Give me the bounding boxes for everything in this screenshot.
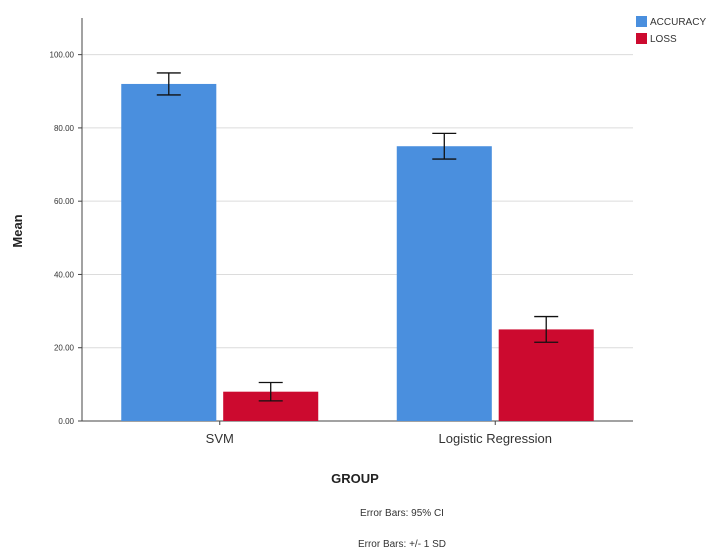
x-tick-labels: SVM Logistic Regression	[206, 431, 552, 446]
x-tick-label: Logistic Regression	[439, 431, 552, 446]
x-axis-title: GROUP	[331, 471, 379, 486]
x-tick-label: SVM	[206, 431, 234, 446]
legend: ACCURACY LOSS	[636, 16, 706, 45]
legend-swatch-loss	[636, 33, 647, 44]
legend-label-loss: LOSS	[650, 34, 677, 45]
y-tick-label: 40.00	[54, 270, 75, 279]
y-tick-label: 20.00	[54, 344, 75, 353]
y-tick-label: 0.00	[58, 417, 74, 426]
y-axis-title: Mean	[10, 214, 25, 247]
footnote-error-bars-sd: Error Bars: +/- 1 SD	[357, 539, 447, 550]
y-tick-label: 80.00	[54, 124, 75, 133]
bars	[121, 83, 594, 421]
y-tick-label: 100.00	[50, 51, 75, 60]
error-bars	[156, 72, 559, 402]
bar-accuracy-1	[121, 83, 217, 421]
legend-swatch-accuracy	[636, 16, 647, 27]
legend-label-accuracy: ACCURACY	[650, 17, 706, 28]
chart-title-blurred	[180, 2, 650, 14]
y-tick-label: 60.00	[54, 197, 75, 206]
bar-loss-2	[498, 329, 594, 421]
bar-accuracy-2	[396, 146, 492, 421]
footnote-error-bars-ci: Error Bars: 95% CI	[360, 508, 444, 519]
y-tick-labels: 0.00 20.00 40.00 60.00 80.00 100.00	[50, 51, 75, 426]
